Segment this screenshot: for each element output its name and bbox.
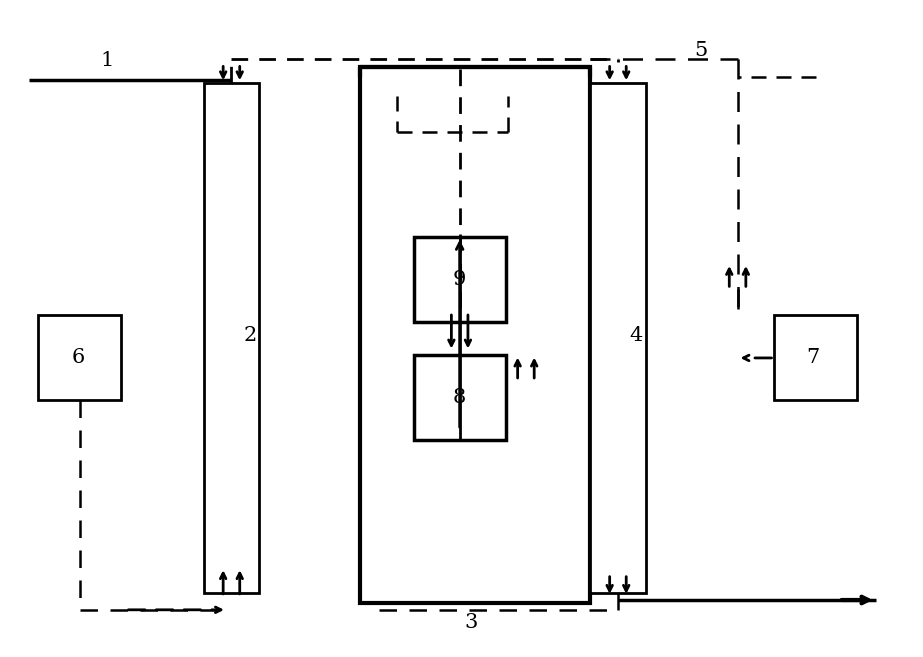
Bar bbox=[774, 315, 857, 401]
Bar bbox=[360, 67, 591, 603]
Bar bbox=[414, 237, 506, 322]
Text: 6: 6 bbox=[71, 348, 84, 367]
Text: 3: 3 bbox=[464, 614, 477, 633]
Text: 1: 1 bbox=[101, 51, 114, 70]
Text: 7: 7 bbox=[807, 348, 820, 367]
Text: 8: 8 bbox=[453, 388, 466, 407]
Text: 2: 2 bbox=[244, 325, 257, 344]
Bar bbox=[414, 355, 506, 440]
Text: 9: 9 bbox=[453, 270, 466, 289]
Bar bbox=[38, 315, 121, 401]
Text: 4: 4 bbox=[629, 325, 643, 344]
Text: 5: 5 bbox=[694, 41, 707, 60]
Bar bbox=[204, 83, 259, 593]
Bar bbox=[591, 83, 645, 593]
